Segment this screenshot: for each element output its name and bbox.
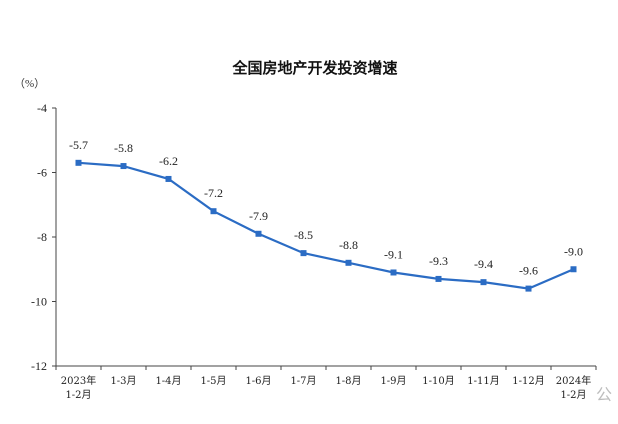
x-tick-label: 1-8月	[335, 375, 361, 387]
data-point-marker	[75, 159, 82, 166]
data-point-marker	[300, 250, 307, 257]
series-polyline	[78, 161, 574, 290]
x-tick-label: 1-2月	[65, 389, 91, 401]
data-point-marker	[255, 230, 262, 237]
data-label: -9.1	[384, 247, 403, 261]
y-axis-unit-label: （%）	[14, 77, 45, 90]
y-axis-ticks: -4 -6 -8 -10 -12	[31, 101, 56, 373]
data-label: -5.8	[114, 141, 133, 155]
data-point-marker	[210, 208, 217, 215]
data-point-marker	[165, 175, 172, 182]
x-tick-label: 1-9月	[380, 375, 406, 387]
data-label: -8.5	[294, 228, 313, 242]
data-labels: -5.7 -5.8 -6.2 -7.2 -7.9 -8.5 -8.8 -9.1 -9.3 -9.4…	[69, 138, 583, 278]
x-tick-label: 2024年	[556, 374, 591, 387]
x-tick-label: 2023年	[61, 374, 96, 387]
x-axis-ticks: 2023年 1-2月 1-3月 1-4月 1-5月 1-6月 1-7月 1-8月 1-9月 1-1…	[55, 366, 597, 401]
data-point-marker	[435, 275, 442, 282]
y-tick-label: -6	[37, 166, 47, 180]
y-tick-label: -4	[37, 101, 47, 115]
data-label: -9.6	[519, 264, 538, 278]
watermark-logo: 公	[596, 385, 612, 404]
x-tick-label: 1-2月	[560, 389, 586, 401]
data-label: -7.9	[249, 209, 268, 223]
x-tick-label: 1-6月	[245, 375, 271, 387]
chart-title: 全国房地产开发投资增速	[231, 59, 397, 77]
y-tick-label: -8	[37, 230, 47, 244]
data-label: -9.3	[429, 254, 448, 268]
data-label: -9.4	[474, 257, 493, 271]
y-tick-label: -12	[31, 359, 47, 373]
x-tick-label: 1-10月	[422, 375, 454, 387]
x-tick-label: 1-12月	[512, 375, 544, 387]
data-label: -7.2	[204, 186, 223, 200]
x-tick-label: 1-3月	[110, 375, 136, 387]
x-tick-label: 1-5月	[200, 375, 226, 387]
x-tick-label: 1-4月	[155, 375, 181, 387]
data-label: -8.8	[339, 238, 358, 252]
data-point-marker	[345, 259, 352, 266]
data-point-marker	[480, 279, 487, 286]
data-label: -6.2	[159, 154, 178, 168]
data-point-marker	[570, 266, 577, 273]
x-tick-label: 1-7月	[290, 375, 316, 387]
x-tick-label: 1-11月	[467, 375, 499, 387]
y-tick-label: -10	[31, 295, 47, 309]
data-point-marker	[120, 163, 127, 170]
data-label: -9.0	[564, 244, 583, 258]
data-label: -5.7	[69, 138, 88, 152]
data-point-marker	[390, 269, 397, 276]
data-point-marker	[525, 285, 532, 292]
series-line	[75, 159, 577, 292]
axes	[55, 108, 596, 367]
